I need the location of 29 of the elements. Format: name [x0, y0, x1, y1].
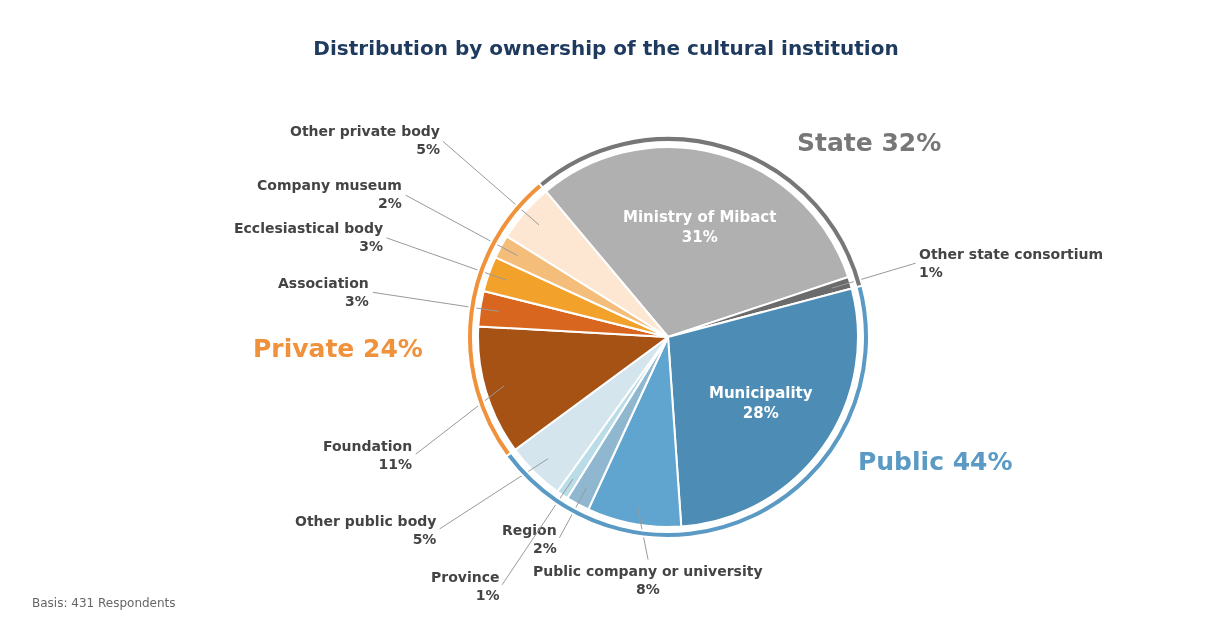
text: Basis: 431 Respondents: [32, 596, 176, 610]
slice-label: Public 44%: [858, 447, 1013, 476]
data-label: 3%: [344, 293, 369, 310]
slice-label: Province: [431, 569, 500, 585]
data-label: 11%: [378, 456, 413, 473]
slice-label: Foundation: [323, 438, 413, 454]
data-label: 5%: [412, 531, 437, 548]
slice-label: Other private body: [290, 123, 440, 139]
data-label: 1%: [919, 264, 943, 281]
data-label: 31%: [681, 227, 718, 246]
slice-label: Public company or university: [533, 563, 763, 579]
slice-label: Ecclesiastical body: [234, 220, 384, 236]
slice-label: Association: [278, 275, 369, 291]
slice-label: Region: [502, 522, 557, 538]
slice-label: State 32%: [797, 128, 942, 157]
slice-label: Private 24%: [253, 334, 423, 363]
data-label: 1%: [475, 587, 500, 604]
slice-label: Municipality: [709, 384, 813, 402]
slice-label: Ministry of Mibact: [623, 208, 777, 226]
data-label: 2%: [532, 540, 557, 557]
chart-title: Distribution by ownership of the cultural institution: [313, 36, 899, 60]
data-label: 28%: [742, 403, 779, 422]
data-label: 5%: [416, 141, 440, 158]
slice-label: Other state consortium: [919, 246, 1104, 262]
data-label: 2%: [378, 195, 402, 212]
slice-label: Company museum: [257, 177, 402, 193]
data-label: 8%: [635, 581, 660, 598]
slice-label: Other public body: [295, 513, 437, 529]
data-label: 3%: [359, 238, 384, 255]
